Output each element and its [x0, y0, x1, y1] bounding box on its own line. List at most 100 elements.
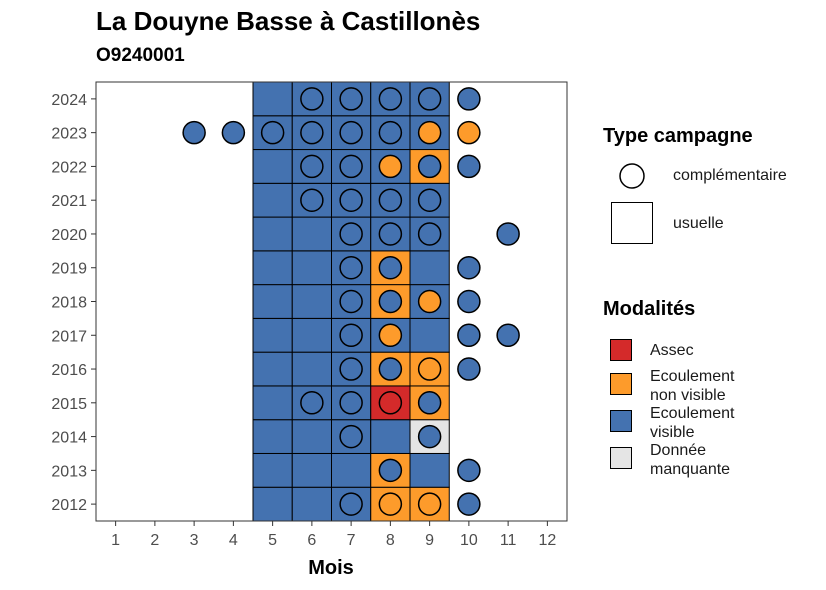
- x-tick-label: 6: [307, 532, 316, 549]
- point-2019-10-ecoulement-visible: [457, 255, 481, 280]
- x-tick-label: 3: [190, 532, 199, 549]
- legend-label-ev-line2: visible: [650, 424, 695, 441]
- legend-swatch-donnee-manquante: [610, 447, 632, 469]
- x-tick-label: 10: [460, 532, 478, 549]
- y-tick-label: 2017: [51, 328, 87, 345]
- y-tick-label: 2013: [51, 463, 87, 480]
- tile-2019-9-ecoulement-visible: [409, 250, 450, 286]
- point-2022-7-ecoulement-visible: [339, 154, 363, 179]
- point-2024-8-ecoulement-visible: [378, 87, 403, 111]
- tile-2019-5-ecoulement-visible: [252, 250, 293, 286]
- tile-2013-5-ecoulement-visible: [252, 452, 293, 488]
- tile-2016-6-ecoulement-visible: [291, 351, 332, 387]
- y-tick-label: 2016: [51, 362, 87, 379]
- point-2023-7-ecoulement-visible: [339, 120, 363, 145]
- point-2018-8-ecoulement-visible: [378, 289, 403, 314]
- tile-2020-6-ecoulement-visible: [291, 216, 332, 252]
- x-tick-label: 1: [111, 532, 120, 549]
- point-2012-10-ecoulement-visible: [457, 492, 481, 516]
- point-2013-10-ecoulement-visible: [457, 458, 481, 483]
- y-axis: 2012 2013 2014 2015 2016 2017 2018 2019 2020 2021…: [51, 92, 96, 514]
- legend-swatch-ecoulement-non-visible: [610, 373, 632, 395]
- point-2023-3-ecoulement-visible: [182, 120, 206, 145]
- legend-label-dm-line2: manquante: [650, 461, 731, 478]
- point-2020-8-ecoulement-visible: [378, 222, 403, 246]
- point-2021-9-ecoulement-visible: [417, 188, 442, 212]
- point-2022-9-ecoulement-visible: [417, 154, 442, 179]
- point-2022-8-ecoulement-non-visible: [378, 154, 403, 179]
- point-2012-8-ecoulement-non-visible: [378, 492, 403, 516]
- point-2012-7-ecoulement-visible: [339, 492, 363, 516]
- tile-2014-6-ecoulement-visible: [291, 419, 332, 454]
- legend-label-assec: Assec: [650, 342, 694, 359]
- legend-circle-symbol: [619, 163, 645, 189]
- legend-type-title: Type campagne: [603, 125, 753, 147]
- legend-label-env-line1: Ecoulement: [650, 368, 735, 385]
- point-2017-11-ecoulement-visible: [496, 323, 520, 348]
- tile-2013-6-ecoulement-visible: [291, 452, 332, 488]
- tile-2017-6-ecoulement-visible: [291, 317, 332, 353]
- y-tick-label: 2014: [51, 430, 87, 447]
- x-tick-label: 5: [268, 532, 277, 549]
- point-2022-6-ecoulement-visible: [300, 154, 324, 179]
- x-tick-label: 4: [229, 532, 238, 549]
- tile-2022-5-ecoulement-visible: [252, 149, 293, 184]
- tile-2019-6-ecoulement-visible: [291, 250, 332, 286]
- y-tick-label: 2024: [51, 92, 87, 109]
- point-2016-10-ecoulement-visible: [457, 357, 481, 381]
- point-2023-9-ecoulement-non-visible: [417, 120, 442, 145]
- legend-square-symbol: [611, 202, 653, 244]
- tile-2018-6-ecoulement-visible: [291, 284, 332, 319]
- point-2016-9-ecoulement-non-visible: [417, 357, 442, 381]
- tile-2014-8-ecoulement-visible: [370, 419, 411, 454]
- tile-2017-5-ecoulement-visible: [252, 317, 293, 353]
- tile-2012-5-ecoulement-visible: [252, 486, 293, 522]
- point-2024-7-ecoulement-visible: [339, 87, 363, 111]
- tile-2012-6-ecoulement-visible: [291, 486, 332, 522]
- point-2017-8-ecoulement-non-visible: [378, 323, 403, 348]
- legend-label-ecoulement-visible: Ecoulement visible: [650, 404, 735, 442]
- point-2021-8-ecoulement-visible: [378, 188, 403, 212]
- point-2017-7-ecoulement-visible: [339, 323, 363, 348]
- legend-type-complementaire: complémentaire: [673, 167, 787, 184]
- tile-2016-5-ecoulement-visible: [252, 351, 293, 387]
- tile-2013-7-ecoulement-visible: [331, 452, 372, 488]
- point-2014-7-ecoulement-visible: [339, 424, 363, 449]
- y-tick-label: 2018: [51, 295, 87, 312]
- legend-label-ev-line1: Ecoulement: [650, 405, 735, 422]
- x-tick-label: 12: [538, 532, 556, 549]
- tile-2014-5-ecoulement-visible: [252, 419, 293, 454]
- point-2018-10-ecoulement-visible: [457, 289, 481, 314]
- y-tick-label: 2020: [51, 227, 87, 244]
- point-2020-7-ecoulement-visible: [339, 222, 363, 246]
- point-2014-9-ecoulement-visible: [417, 424, 442, 449]
- y-tick-label: 2019: [51, 261, 87, 278]
- x-tick-label: 7: [347, 532, 356, 549]
- tile-2015-5-ecoulement-visible: [252, 385, 293, 421]
- chart-subtitle: O9240001: [96, 45, 185, 66]
- tile-2020-5-ecoulement-visible: [252, 216, 293, 252]
- y-tick-label: 2012: [51, 497, 87, 514]
- x-tick-label: 11: [500, 532, 517, 549]
- points-layer: [182, 87, 520, 516]
- point-2023-4-ecoulement-visible: [221, 120, 246, 145]
- legend-swatch-assec: [610, 339, 632, 361]
- point-2016-7-ecoulement-visible: [339, 357, 363, 381]
- y-tick-label: 2015: [51, 396, 87, 413]
- point-2021-7-ecoulement-visible: [339, 188, 363, 212]
- chart-title: La Douyne Basse à Castillonès: [96, 6, 481, 36]
- point-2012-9-ecoulement-non-visible: [417, 492, 442, 516]
- point-2021-6-ecoulement-visible: [300, 188, 324, 212]
- point-2015-7-ecoulement-visible: [339, 391, 363, 415]
- point-2020-11-ecoulement-visible: [496, 222, 520, 246]
- tile-2017-9-ecoulement-visible: [409, 317, 450, 353]
- tile-2024-5-ecoulement-visible: [252, 81, 293, 117]
- point-2015-6-ecoulement-visible: [300, 391, 324, 415]
- legend-label-ecoulement-non-visible: Ecoulement non visible: [650, 367, 735, 405]
- point-2018-7-ecoulement-visible: [339, 289, 363, 314]
- y-tick-label: 2023: [51, 126, 87, 143]
- point-2015-9-ecoulement-visible: [417, 391, 442, 415]
- x-tick-label: 9: [425, 532, 434, 549]
- point-2022-10-ecoulement-visible: [457, 154, 481, 179]
